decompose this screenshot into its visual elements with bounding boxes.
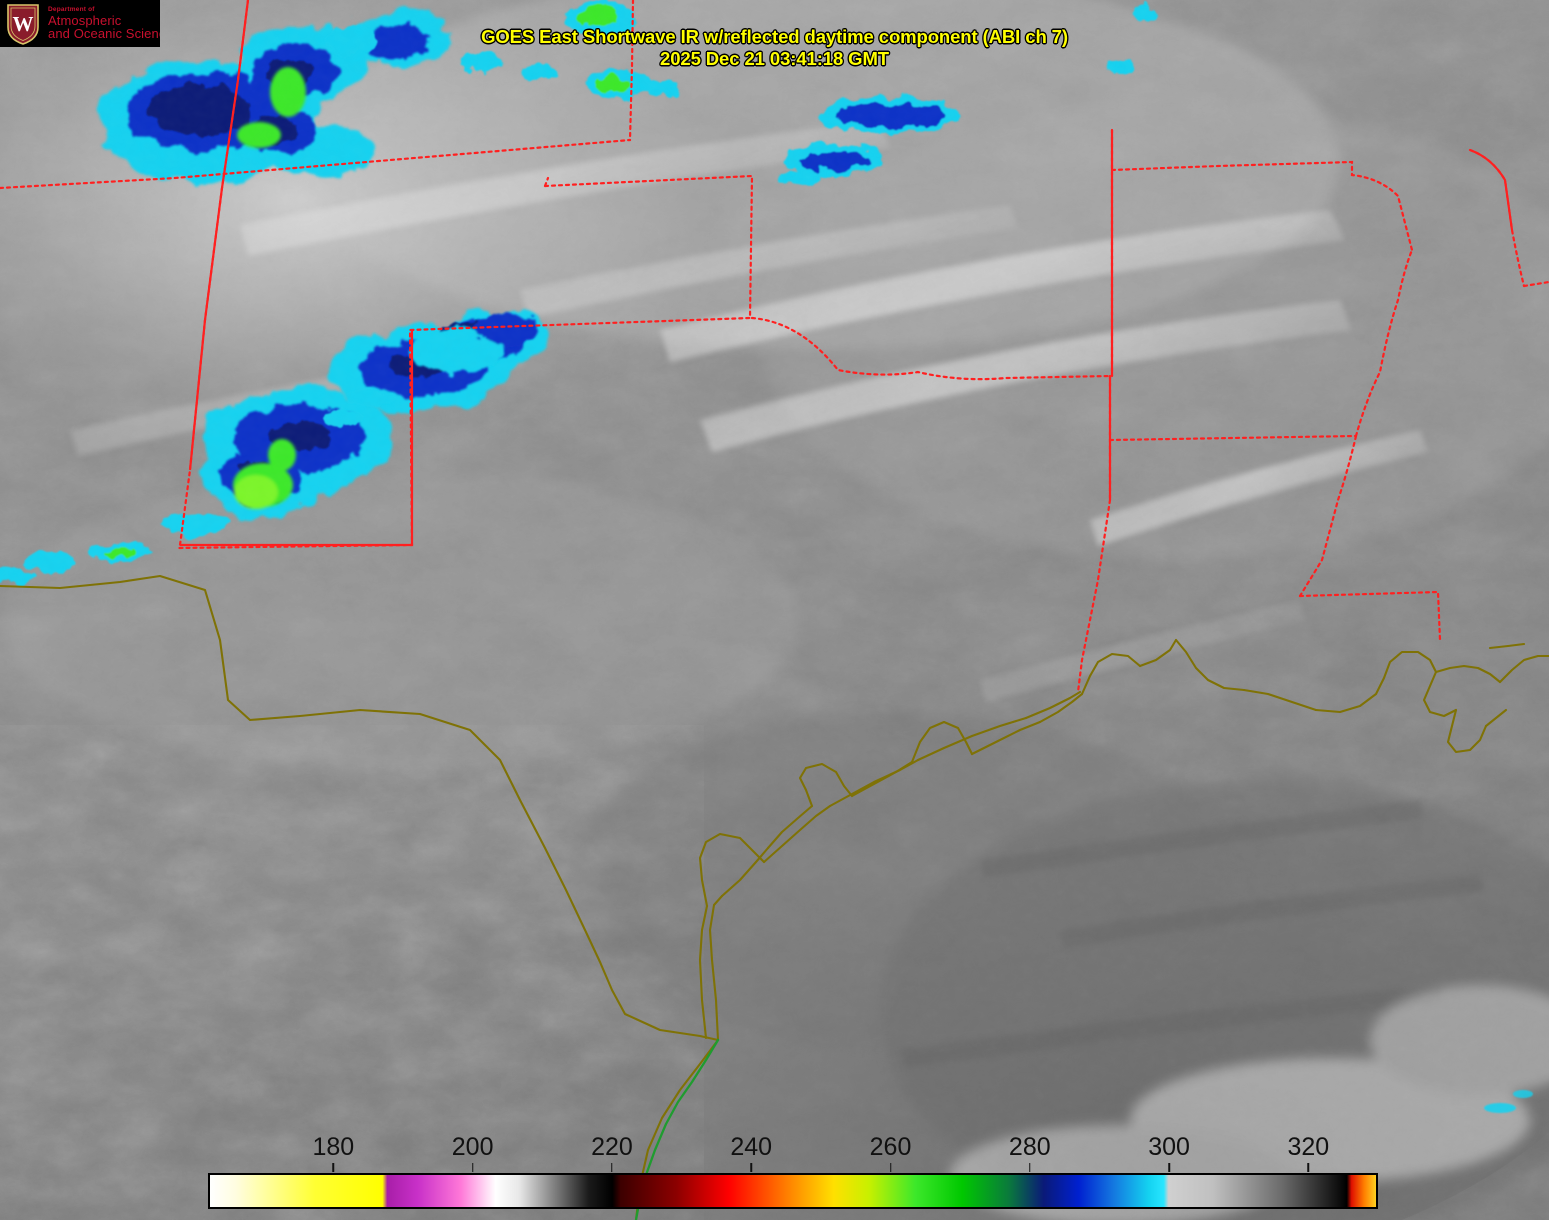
logo-department-line: Department of bbox=[48, 5, 95, 13]
uw-crest-icon: W bbox=[2, 1, 44, 46]
colorbar-label-320: 320 bbox=[1287, 1133, 1330, 1161]
uw-aos-logo: W Department of Atmospheric and Oceanic … bbox=[0, 0, 160, 47]
colorbar-tick-200 bbox=[471, 1163, 474, 1172]
colorbar-label-220: 220 bbox=[591, 1133, 633, 1161]
colorbar-label-300: 300 bbox=[1148, 1133, 1190, 1161]
colorbar-ticks bbox=[208, 1163, 1378, 1173]
colorbar-tick-320 bbox=[1307, 1163, 1310, 1172]
colorbar-tick-240 bbox=[750, 1163, 752, 1172]
logo-line-1: Atmospheric bbox=[48, 13, 122, 29]
colorbar-tick-280 bbox=[1029, 1163, 1031, 1172]
logo-line-2: and Oceanic Sciences bbox=[48, 26, 160, 42]
colorbar-tick-220 bbox=[611, 1163, 613, 1172]
colorbar-label-180: 180 bbox=[312, 1133, 355, 1161]
colorbar-label-260: 260 bbox=[869, 1133, 912, 1161]
colorbar-gradient-bar bbox=[208, 1173, 1378, 1209]
crest-letter: W bbox=[13, 12, 34, 36]
colorbar-label-280: 280 bbox=[1008, 1133, 1051, 1161]
colorbar-tick-300 bbox=[1168, 1163, 1170, 1172]
coastlines bbox=[0, 574, 1549, 1220]
colorbar-tick-180 bbox=[332, 1163, 335, 1172]
colorbar-label-240: 240 bbox=[730, 1133, 773, 1161]
temperature-colorbar: 180 200 220 240 260 280 300 320 bbox=[208, 1133, 1378, 1213]
colorbar-label-200: 200 bbox=[451, 1133, 494, 1161]
state-borders-solid bbox=[180, 0, 1514, 547]
colorbar-tick-labels: 180 200 220 240 260 280 300 320 bbox=[208, 1133, 1378, 1163]
state-borders bbox=[0, 0, 1549, 694]
colorbar-tick-260 bbox=[889, 1163, 892, 1172]
